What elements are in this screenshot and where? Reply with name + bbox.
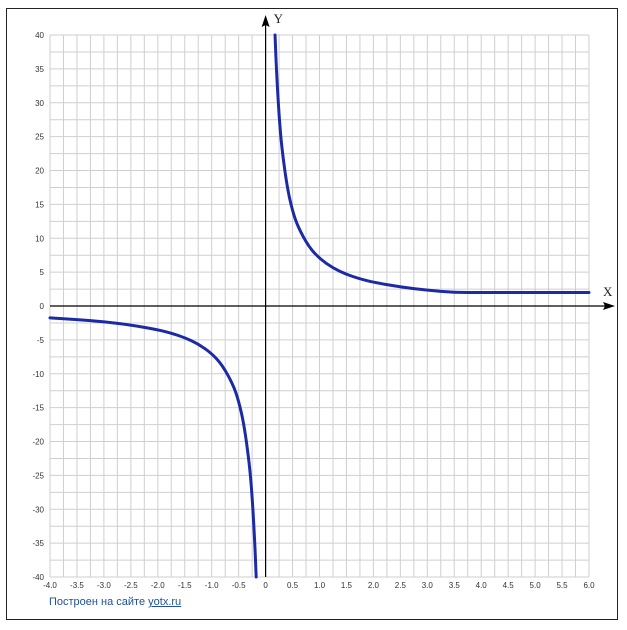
y-tick-label: -10 xyxy=(32,370,44,379)
curves xyxy=(48,33,591,579)
x-tick-label: 5.0 xyxy=(530,581,542,590)
y-tick-label: -35 xyxy=(32,539,44,548)
y-tick-label: 5 xyxy=(40,268,45,277)
x-tick-label: -3.5 xyxy=(70,581,84,590)
x-tick-label: 0.5 xyxy=(287,581,299,590)
axes: XY xyxy=(50,11,615,577)
y-tick-label: -5 xyxy=(37,336,45,345)
function-graph: -4.0 -3.5 -3.0 -2.5 -2.0 -1.5 -1.0 -0.5 0 0.5 1.0 1… xyxy=(32,11,615,590)
x-tick-label: -0.5 xyxy=(232,581,246,590)
footer-credit: Построен на сайте yotx.ru xyxy=(49,596,181,608)
curve-branch-1 xyxy=(48,316,258,579)
x-tick-label: -3.0 xyxy=(97,581,111,590)
y-tick-label: 15 xyxy=(35,200,44,209)
y-tick-label: -25 xyxy=(32,471,44,480)
footer-link[interactable]: yotx.ru xyxy=(148,596,182,608)
x-tick-label: 0 xyxy=(263,581,268,590)
y-tick-label: -40 xyxy=(32,573,44,582)
x-tick-label: -2.0 xyxy=(151,581,165,590)
curve-branch-2 xyxy=(273,33,591,294)
x-tick-label: -4.0 xyxy=(43,581,57,590)
x-axis-label: X xyxy=(603,284,613,299)
x-tick-label: -1.5 xyxy=(178,581,192,590)
y-tick-label: 0 xyxy=(40,302,45,311)
x-tick-label: 3.5 xyxy=(449,581,461,590)
y-axis-arrow xyxy=(261,15,270,27)
x-tick-label: -2.5 xyxy=(124,581,138,590)
x-tick-label: 2.0 xyxy=(368,581,380,590)
x-tick-label: 3.0 xyxy=(422,581,434,590)
y-tick-label: 30 xyxy=(35,99,44,108)
footer-text: Построен на сайте xyxy=(49,596,149,608)
x-tick-label: 4.0 xyxy=(476,581,488,590)
y-tick-label: -20 xyxy=(32,438,44,447)
y-tick-label: 10 xyxy=(35,234,44,243)
tick-labels: -4.0 -3.5 -3.0 -2.5 -2.0 -1.5 -1.0 -0.5 0 0.5 1.0 1… xyxy=(32,31,595,590)
y-tick-label: 35 xyxy=(35,65,44,74)
y-tick-label: 25 xyxy=(35,133,44,142)
y-axis-label: Y xyxy=(274,11,284,26)
x-tick-label: 1.0 xyxy=(314,581,326,590)
x-tick-label: 5.5 xyxy=(556,581,568,590)
y-tick-label: 20 xyxy=(35,167,44,176)
x-tick-label: 4.5 xyxy=(503,581,515,590)
y-tick-label: -15 xyxy=(32,404,44,413)
x-tick-label: -1.0 xyxy=(205,581,219,590)
chart-frame: -4.0 -3.5 -3.0 -2.5 -2.0 -1.5 -1.0 -0.5 0 0.5 1.0 1… xyxy=(6,8,618,620)
x-tick-label: 6.0 xyxy=(583,581,595,590)
y-tick-label: -30 xyxy=(32,505,44,514)
x-tick-label: 2.5 xyxy=(395,581,407,590)
x-tick-label: 1.5 xyxy=(341,581,353,590)
x-axis-arrow xyxy=(603,302,615,310)
y-tick-label: 40 xyxy=(35,31,44,40)
